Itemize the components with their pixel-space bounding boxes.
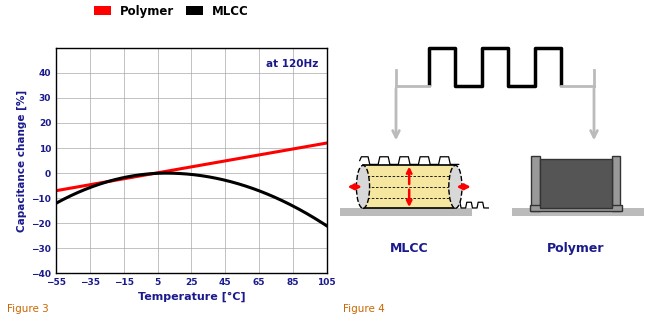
Bar bbox=[529, 205, 622, 211]
Text: Polymer: Polymer bbox=[547, 242, 605, 254]
Ellipse shape bbox=[449, 165, 462, 208]
Bar bbox=[363, 165, 455, 208]
Bar bbox=[539, 159, 612, 208]
FancyBboxPatch shape bbox=[340, 208, 472, 216]
Text: at 120Hz: at 120Hz bbox=[266, 59, 319, 69]
Text: Figure 3: Figure 3 bbox=[7, 304, 48, 314]
FancyBboxPatch shape bbox=[512, 208, 644, 216]
X-axis label: Temperature [°C]: Temperature [°C] bbox=[137, 292, 246, 302]
Ellipse shape bbox=[356, 165, 370, 208]
Bar bbox=[612, 156, 620, 211]
Bar bbox=[531, 156, 539, 211]
Text: MLCC: MLCC bbox=[390, 242, 428, 254]
Y-axis label: Capacitance change [%]: Capacitance change [%] bbox=[16, 90, 27, 232]
Text: Figure 4: Figure 4 bbox=[343, 304, 385, 314]
Legend: Polymer, MLCC: Polymer, MLCC bbox=[90, 0, 253, 23]
